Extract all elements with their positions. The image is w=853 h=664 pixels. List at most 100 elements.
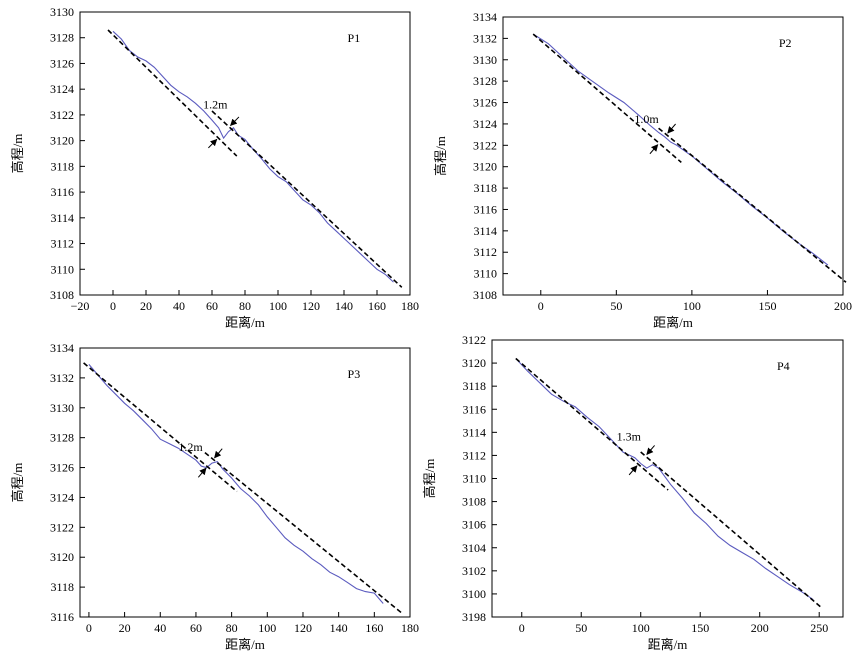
elevation-profile-line bbox=[112, 30, 394, 283]
x-axis-title: 距离/m bbox=[225, 315, 265, 330]
y-tick-label: 3114 bbox=[50, 211, 74, 225]
offset-annotation: 1.0m bbox=[634, 112, 659, 126]
x-tick-label: 20 bbox=[140, 299, 152, 313]
x-axis-title: 距离/m bbox=[653, 315, 693, 330]
y-tick-label: 3120 bbox=[50, 550, 74, 564]
trend-dashed-line bbox=[532, 33, 682, 164]
y-tick-label: 3128 bbox=[50, 431, 74, 445]
y-tick-label: 3116 bbox=[462, 402, 486, 416]
y-tick-label: 3122 bbox=[50, 520, 74, 534]
offset-arrow-lower bbox=[649, 144, 659, 155]
y-tick-label: 3132 bbox=[473, 31, 497, 45]
y-tick-label: 3134 bbox=[473, 10, 497, 24]
y-tick-label: 3128 bbox=[50, 31, 74, 45]
x-tick-label: 20 bbox=[119, 621, 131, 635]
y-tick-label: 3118 bbox=[462, 379, 486, 393]
y-tick-label: 3132 bbox=[50, 371, 74, 385]
x-tick-label: 180 bbox=[401, 299, 419, 313]
offset-arrow-upper bbox=[667, 123, 676, 134]
x-tick-label: 80 bbox=[239, 299, 251, 313]
y-tick-label: 3122 bbox=[473, 138, 497, 152]
panel-p2: 0 50 100 150 200 3108 3110 3112 3114 3116 3118 3120… bbox=[433, 10, 852, 330]
y-tick-label: 3118 bbox=[50, 580, 74, 594]
x-tick-label: 100 bbox=[269, 299, 287, 313]
plot-frame bbox=[79, 11, 411, 296]
y-tick-label: 3122 bbox=[50, 108, 74, 122]
x-tick-label: 100 bbox=[632, 621, 650, 635]
offset-arrow-lower bbox=[208, 138, 218, 149]
y-tick-label: 3198 bbox=[462, 610, 486, 624]
x-tick-label: 0 bbox=[110, 299, 116, 313]
y-tick-label: 3104 bbox=[462, 541, 486, 555]
trend-dashed-line bbox=[515, 357, 669, 491]
offset-arrow-lower bbox=[197, 467, 207, 478]
y-tick-label: 3112 bbox=[50, 237, 74, 251]
y-tick-label: 3114 bbox=[462, 425, 486, 439]
y-tick-label: 3110 bbox=[50, 262, 74, 276]
x-tick-label: 0 bbox=[538, 299, 544, 313]
y-tick-label: 3110 bbox=[462, 472, 486, 486]
y-tick-label: 3120 bbox=[462, 356, 486, 370]
y-tick-label: 3108 bbox=[50, 288, 74, 302]
y-tick-label: 3116 bbox=[50, 610, 74, 624]
x-tick-label: 150 bbox=[758, 299, 776, 313]
offset-arrow-lower bbox=[628, 465, 638, 476]
y-tick-label: 3126 bbox=[473, 96, 497, 110]
y-tick-label: 3102 bbox=[462, 564, 486, 578]
y-tick-label: 3124 bbox=[473, 117, 497, 131]
x-tick-label: 0 bbox=[86, 621, 92, 635]
y-tick-label: 3112 bbox=[473, 245, 497, 259]
offset-arrow-upper bbox=[214, 448, 223, 459]
x-axis-title: 距离/m bbox=[225, 637, 265, 652]
x-tick-label: 60 bbox=[206, 299, 218, 313]
offset-arrow-upper bbox=[230, 116, 240, 127]
x-tick-label: 0 bbox=[519, 621, 525, 635]
y-tick-label: 3110 bbox=[473, 267, 497, 281]
trend-dashed-line bbox=[204, 451, 402, 614]
plot-frame bbox=[79, 347, 411, 618]
y-tick-label: 3108 bbox=[473, 288, 497, 302]
y-tick-label: 3118 bbox=[473, 181, 497, 195]
y-axis-title: 高程/m bbox=[422, 459, 437, 499]
x-tick-label: 160 bbox=[365, 621, 383, 635]
x-tick-label: 140 bbox=[330, 621, 348, 635]
y-tick-label: 3130 bbox=[473, 53, 497, 67]
x-tick-label: 150 bbox=[691, 621, 709, 635]
x-tick-label: 80 bbox=[226, 621, 238, 635]
y-tick-label: 3124 bbox=[50, 490, 74, 504]
panel-p3: 0 20 40 60 80 100 120 140 160 180 3116 3118 3120 3122… bbox=[10, 341, 419, 652]
x-tick-label: 120 bbox=[294, 621, 312, 635]
x-tick-label: 200 bbox=[834, 299, 852, 313]
y-tick-label: 3108 bbox=[462, 495, 486, 509]
panel-label: P1 bbox=[348, 31, 361, 45]
trend-dashed-line bbox=[211, 110, 403, 288]
y-tick-label: 3122 bbox=[462, 333, 486, 347]
y-tick-label: 3116 bbox=[473, 202, 497, 216]
x-axis-title: 距离/m bbox=[648, 637, 688, 652]
x-tick-label: 160 bbox=[368, 299, 386, 313]
trend-dashed-line bbox=[658, 127, 847, 283]
trend-dashed-line bbox=[83, 362, 238, 493]
x-tick-label: 50 bbox=[575, 621, 587, 635]
y-tick-label: 3118 bbox=[50, 159, 74, 173]
y-tick-label: 3130 bbox=[50, 5, 74, 19]
panel-p1: −20 0 20 40 60 80 100 120 140 160 180 3108 3110 3112 3… bbox=[10, 5, 419, 330]
x-tick-label: 40 bbox=[173, 299, 185, 313]
elevation-profile-line bbox=[515, 358, 814, 601]
x-tick-label: 60 bbox=[190, 621, 202, 635]
y-tick-label: 3120 bbox=[50, 134, 74, 148]
x-tick-label: 100 bbox=[258, 621, 276, 635]
y-tick-label: 3112 bbox=[462, 448, 486, 462]
x-tick-label: 100 bbox=[683, 299, 701, 313]
y-tick-label: 3134 bbox=[50, 341, 74, 355]
panel-p4: 0 50 100 150 200 250 3198 3100 3102 3104 3106 3108 3… bbox=[422, 333, 844, 652]
offset-arrow-upper bbox=[646, 445, 655, 456]
y-tick-label: 3106 bbox=[462, 518, 486, 532]
y-axis-title: 高程/m bbox=[433, 136, 448, 176]
panel-label: P2 bbox=[779, 36, 792, 50]
y-tick-label: 3124 bbox=[50, 82, 74, 96]
y-tick-label: 3120 bbox=[473, 160, 497, 174]
x-tick-label: 40 bbox=[154, 621, 166, 635]
x-tick-label: −20 bbox=[71, 299, 90, 313]
